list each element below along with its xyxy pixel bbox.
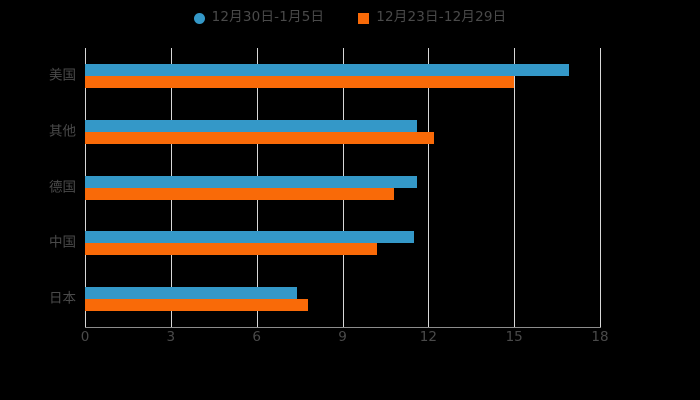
x-gridline: [600, 48, 601, 327]
bar[interactable]: [85, 299, 309, 312]
chart-legend: 12月30日-1月5日 12月23日-12月29日: [0, 6, 700, 30]
y-axis-label-4: 日本: [49, 290, 76, 307]
x-axis-line: [85, 327, 601, 328]
legend-square-marker-icon: [358, 12, 370, 24]
y-axis-label-1: 其他: [49, 122, 76, 139]
bar[interactable]: [85, 231, 415, 244]
x-tick-label: 3: [166, 329, 176, 345]
legend-circle-marker-icon: [193, 12, 205, 24]
y-axis-label-0: 美国: [49, 67, 76, 84]
legend-label-series-0: 12月30日-1月5日: [211, 9, 325, 26]
legend-label-series-1: 12月23日-12月29日: [376, 9, 507, 26]
bar[interactable]: [85, 175, 417, 188]
x-gridline: [514, 48, 516, 327]
bar[interactable]: [85, 287, 297, 300]
x-tick-label: 15: [505, 329, 523, 345]
bar[interactable]: [85, 187, 394, 200]
x-tick-label: 18: [591, 329, 609, 345]
bar[interactable]: [85, 243, 377, 256]
x-tick-label: 6: [252, 329, 261, 345]
x-axis-tick-labels: 0 3 6 9 12 15 18: [0, 329, 700, 353]
bar[interactable]: [85, 119, 417, 132]
legend-item-series-1[interactable]: 12月23日-12月29日: [358, 11, 506, 25]
x-tick-label: 0: [80, 329, 90, 345]
plot-area: [85, 48, 601, 327]
legend-item-series-0[interactable]: 12月30日-1月5日: [193, 9, 325, 26]
bar[interactable]: [85, 75, 515, 88]
x-tick-label: 12: [419, 329, 437, 345]
y-axis-category-labels: 美国其他德国中国日本: [0, 0, 76, 400]
bar[interactable]: [85, 131, 435, 144]
x-tick-label: 9: [338, 329, 347, 345]
y-axis-label-3: 中国: [49, 234, 76, 251]
bar[interactable]: [85, 63, 569, 76]
x-gridline: [428, 48, 430, 327]
y-axis-label-2: 德国: [49, 178, 76, 195]
